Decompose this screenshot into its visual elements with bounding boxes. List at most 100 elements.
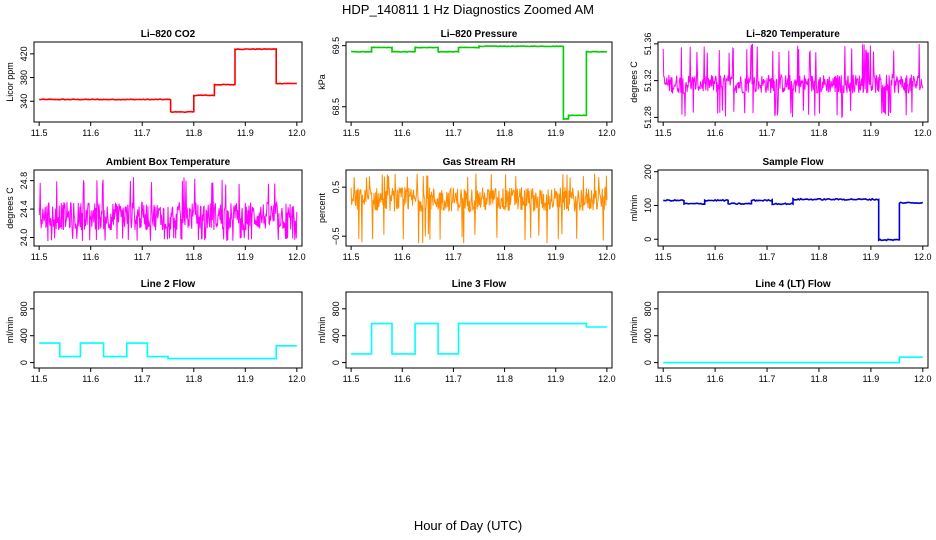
series-line	[38, 177, 298, 242]
plot-frame	[345, 291, 613, 369]
x-tick-label: 11.7	[445, 252, 462, 262]
x-tick-label: 12.0	[914, 128, 932, 138]
y-tick-label: 24.4	[19, 200, 29, 218]
panel-title: Sample Flow	[762, 157, 823, 168]
y-tick-label: 0	[643, 360, 653, 365]
x-tick-label: 11.5	[343, 128, 360, 138]
y-axis-label: degrees C	[629, 61, 639, 103]
x-tick-label: 11.7	[445, 374, 462, 384]
panel-title: Ambient Box Temperature	[106, 157, 231, 168]
x-tick-label: 11.7	[759, 252, 776, 262]
y-tick-label: 100	[643, 198, 653, 213]
y-tick-label: 51.32	[643, 69, 653, 92]
panel-6: Sample Flow 11.5 11.6 11.7 11.8 11.9 12.0 0 100 2…	[629, 157, 932, 262]
x-tick-label: 11.7	[134, 252, 151, 262]
x-tick-label: 11.7	[134, 374, 151, 384]
x-tick-label: 12.0	[288, 374, 306, 384]
x-tick-label: 11.8	[811, 374, 828, 384]
panel-8: Line 3 Flow 11.5 11.6 11.7 11.8 11.9 12.0 0 400 8…	[317, 279, 616, 384]
x-tick-label: 11.6	[82, 374, 99, 384]
x-tick-label: 12.0	[598, 128, 616, 138]
x-tick-label: 11.9	[237, 252, 254, 262]
x-tick-label: 11.6	[394, 128, 411, 138]
y-axis-label: percent	[317, 192, 327, 223]
panel-title: Line 2 Flow	[141, 279, 196, 290]
x-tick-label: 11.6	[707, 374, 724, 384]
x-tick-label: 12.0	[598, 374, 616, 384]
x-tick-label: 11.9	[862, 252, 879, 262]
x-tick-label: 11.8	[185, 374, 202, 384]
plot-frame	[657, 41, 929, 123]
plot-frame	[345, 41, 613, 123]
panel-5: Gas Stream RH 11.5 11.6 11.7 11.8 11.9 12.0 −0.…	[317, 157, 616, 262]
x-tick-label: 11.9	[547, 374, 564, 384]
x-tick-label: 11.7	[134, 128, 151, 138]
x-tick-label: 11.9	[862, 128, 879, 138]
y-axis-label: ml/min	[629, 195, 639, 222]
y-tick-label: 400	[643, 328, 653, 343]
y-axis-label: ml/min	[5, 317, 15, 344]
y-tick-label: 420	[19, 46, 29, 61]
series-line	[350, 173, 608, 244]
panel-1: Li–820 CO2 11.5 11.6 11.7 11.8 11.9 12.0 340 380…	[5, 29, 306, 138]
panel-title: Li–820 Temperature	[746, 29, 840, 40]
panel-title: Line 4 (LT) Flow	[755, 279, 831, 290]
page-title: HDP_140811 1 Hz Diagnostics Zoomed AM	[342, 2, 594, 17]
x-tick-label: 11.6	[82, 128, 99, 138]
x-tick-label: 11.9	[862, 374, 879, 384]
x-tick-label: 11.8	[811, 252, 828, 262]
y-tick-label: 0	[331, 360, 341, 365]
y-axis-label: ml/min	[317, 317, 327, 344]
x-tick-label: 11.9	[237, 128, 254, 138]
plot-frame	[657, 291, 929, 369]
plot-frame	[33, 291, 303, 369]
y-axis-label: Licor ppm	[5, 62, 15, 102]
y-tick-label: 24.8	[19, 172, 29, 190]
panel-9: Line 4 (LT) Flow 11.5 11.6 11.7 11.8 11.9 12.0…	[629, 279, 932, 384]
x-tick-label: 11.5	[655, 252, 672, 262]
y-tick-label: 51.36	[643, 33, 653, 56]
x-tick-label: 11.8	[496, 252, 513, 262]
panel-7: Line 2 Flow 11.5 11.6 11.7 11.8 11.9 12.0 0 400 8…	[5, 279, 306, 384]
x-tick-label: 11.5	[343, 252, 360, 262]
x-tick-label: 12.0	[288, 252, 306, 262]
x-tick-label: 11.9	[547, 128, 564, 138]
y-tick-label: 24.0	[19, 229, 29, 247]
series-line	[39, 342, 297, 360]
series-line	[662, 43, 924, 119]
x-tick-label: 11.5	[31, 374, 48, 384]
series-line	[351, 322, 607, 355]
plot-frame	[345, 169, 613, 247]
y-tick-label: 800	[643, 301, 653, 316]
panel-title: Gas Stream RH	[443, 157, 516, 168]
y-tick-label: 800	[331, 301, 341, 316]
x-tick-label: 11.5	[31, 128, 48, 138]
plot-frame	[33, 169, 303, 247]
y-tick-label: 0	[19, 360, 29, 365]
y-tick-label: 380	[19, 70, 29, 85]
y-tick-label: 68.5	[331, 98, 341, 116]
x-tick-label: 11.5	[655, 374, 672, 384]
x-tick-label: 11.8	[811, 128, 828, 138]
x-tick-label: 11.9	[237, 374, 254, 384]
x-tick-label: 11.6	[394, 252, 411, 262]
y-tick-label: 69.5	[331, 37, 341, 55]
panel-2: Li–820 Pressure 11.5 11.6 11.7 11.8 11.9 12.0 6…	[317, 29, 616, 138]
series-line	[39, 47, 297, 114]
x-tick-label: 12.0	[598, 252, 616, 262]
y-tick-label: 51.28	[643, 106, 653, 129]
x-tick-label: 11.8	[496, 128, 513, 138]
y-tick-label: 800	[19, 301, 29, 316]
x-tick-label: 12.0	[288, 128, 306, 138]
y-axis-label: kPa	[317, 74, 327, 90]
x-tick-label: 11.7	[445, 128, 462, 138]
page-x-axis-label: Hour of Day (UTC)	[413, 518, 523, 533]
series-line	[663, 197, 924, 242]
y-axis-label: ml/min	[629, 317, 639, 344]
x-tick-label: 11.5	[31, 252, 48, 262]
y-tick-label: 340	[19, 94, 29, 109]
x-tick-label: 11.8	[185, 128, 202, 138]
plot-frame	[33, 41, 303, 123]
x-tick-label: 11.7	[759, 374, 776, 384]
